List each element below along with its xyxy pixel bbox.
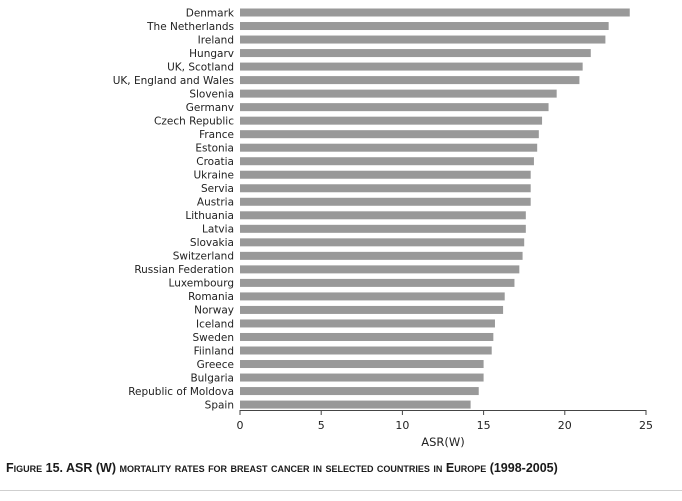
category-label: Servia (201, 183, 234, 195)
x-tick-label: 10 (395, 419, 409, 432)
bar (240, 278, 515, 287)
category-label: Republic of Moldova (128, 386, 234, 398)
bar (240, 103, 549, 112)
x-tick-label: 0 (237, 419, 244, 432)
category-label: Bulgaria (190, 372, 234, 384)
bar (240, 251, 523, 260)
bar (240, 89, 557, 98)
bars-group (240, 8, 630, 409)
bar (240, 8, 630, 17)
category-label: Ukraine (193, 170, 234, 182)
bar (240, 116, 543, 125)
category-label: Spain (205, 399, 234, 411)
bar (240, 143, 538, 152)
bar (240, 360, 484, 369)
x-axis-title: ASR(W) (421, 435, 465, 449)
category-label: The Netherlands (146, 21, 234, 33)
category-label: Russian Federation (134, 264, 234, 276)
category-label: Denmark (186, 7, 235, 19)
bar (240, 346, 492, 355)
category-label: Romania (188, 291, 234, 303)
bar (240, 184, 531, 193)
x-tick-label: 20 (558, 419, 572, 432)
figure-caption: Figure 15. ASR (W) mortality rates for b… (6, 461, 558, 475)
category-label: Slovenia (189, 88, 234, 100)
category-label: Czech Republic (154, 115, 234, 127)
bar (240, 400, 471, 409)
bar (240, 211, 526, 220)
bar (240, 22, 609, 31)
category-label: UK, England and Wales (113, 75, 234, 87)
category-label: Switzerland (173, 251, 234, 263)
x-tick-label: 15 (477, 419, 491, 432)
category-label: Greece (197, 359, 234, 371)
bar (240, 373, 484, 382)
bar (240, 387, 479, 396)
category-label: Germanv (186, 102, 234, 114)
bar (240, 305, 504, 314)
category-label: Slovakia (190, 237, 234, 249)
x-tick-label: 5 (318, 419, 325, 432)
category-label: Luxembourg (169, 278, 234, 290)
category-label: Lithuania (185, 210, 234, 222)
category-label: Fiinland (194, 345, 234, 357)
category-label: France (199, 129, 234, 141)
category-label: Ireland (198, 34, 234, 46)
bar (240, 170, 531, 179)
category-label: Sweden (193, 332, 235, 344)
bar (240, 35, 606, 44)
category-label: Estonia (195, 143, 234, 155)
bar (240, 62, 583, 71)
bar (240, 265, 520, 274)
category-label: UK, Scotland (167, 61, 234, 73)
bar (240, 238, 525, 247)
category-label: Iceland (196, 318, 234, 330)
category-label: Hungarv (189, 48, 234, 60)
category-label: Norway (194, 305, 234, 317)
bar (240, 76, 580, 85)
bar (240, 157, 534, 166)
bar (240, 197, 531, 206)
bar (240, 319, 495, 328)
category-label: Latvia (202, 224, 234, 236)
bar (240, 332, 494, 341)
x-axis-ticks: 0 5 10 15 20 25 (237, 410, 653, 432)
category-label: Croatia (196, 156, 234, 168)
bar (240, 292, 505, 301)
bar (240, 224, 526, 233)
x-tick-label: 25 (639, 419, 653, 432)
bar (240, 49, 591, 58)
caption-divider (0, 490, 682, 491)
bar (240, 130, 539, 139)
category-label: Austria (197, 197, 234, 209)
